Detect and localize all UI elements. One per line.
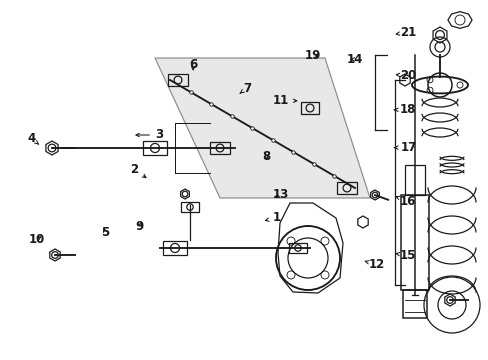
Text: 12: 12 <box>365 258 384 271</box>
Text: 5: 5 <box>101 226 109 239</box>
Text: 21: 21 <box>395 26 416 39</box>
Text: 15: 15 <box>395 249 416 262</box>
Text: 20: 20 <box>395 69 416 82</box>
Text: 19: 19 <box>304 49 321 62</box>
Text: 11: 11 <box>272 94 296 107</box>
Text: 2: 2 <box>130 163 146 178</box>
Text: 13: 13 <box>272 188 289 201</box>
Text: 4: 4 <box>28 132 39 145</box>
Text: 18: 18 <box>394 103 416 116</box>
Bar <box>163 241 186 255</box>
Text: 8: 8 <box>262 150 270 163</box>
Bar <box>405 165 424 195</box>
Text: 17: 17 <box>394 141 416 154</box>
Polygon shape <box>155 58 369 198</box>
Bar <box>402 290 426 318</box>
Bar <box>181 202 199 212</box>
Bar <box>301 102 318 114</box>
Text: 7: 7 <box>240 82 250 95</box>
Text: 9: 9 <box>135 220 143 233</box>
Bar <box>209 142 229 154</box>
Bar <box>400 195 428 290</box>
Bar <box>142 141 167 155</box>
Text: 16: 16 <box>395 195 416 208</box>
Text: 6: 6 <box>189 58 197 71</box>
Text: 1: 1 <box>265 211 280 224</box>
Bar <box>336 182 356 194</box>
Text: 14: 14 <box>346 53 362 66</box>
Bar <box>168 74 187 86</box>
Text: 3: 3 <box>136 129 163 141</box>
Bar <box>288 243 306 253</box>
Text: 10: 10 <box>28 233 45 246</box>
